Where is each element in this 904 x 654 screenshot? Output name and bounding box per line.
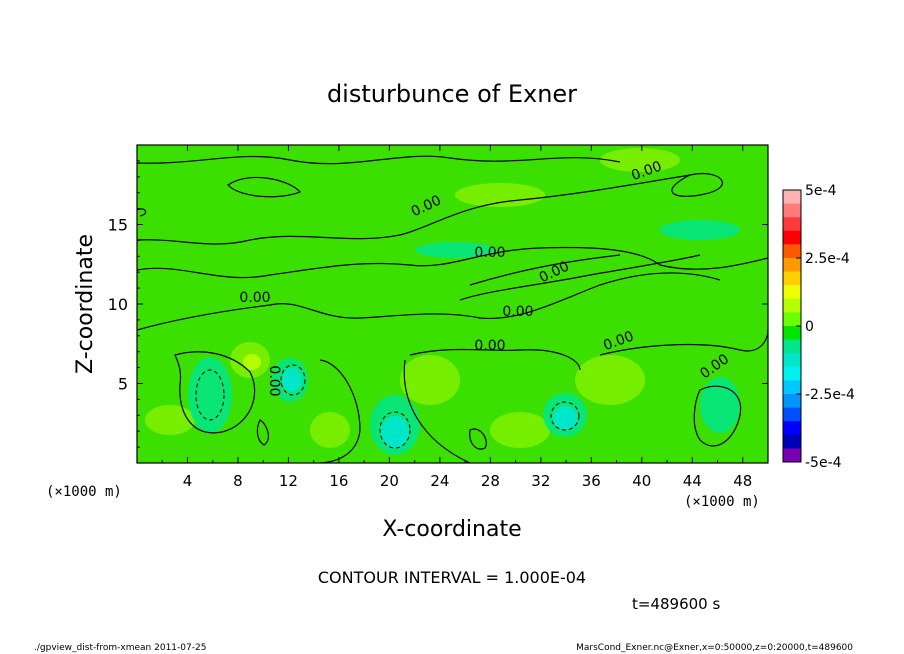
strong-negative-patches — [282, 368, 577, 448]
colorbar-tick-label: -5e-4 — [805, 455, 842, 471]
colorbar-segment — [783, 271, 801, 286]
colorbar-tick-label: 2.5e-4 — [805, 251, 850, 267]
colorbar-segment — [783, 258, 801, 273]
field-background — [137, 145, 768, 463]
positive-core — [243, 354, 261, 370]
contour-label: 0.00 — [474, 338, 505, 354]
x-tick-label: 40 — [632, 472, 651, 490]
negative-contours — [195, 364, 580, 449]
x-axis-unit-right: (×1000 m) — [684, 494, 760, 510]
x-axis-unit-left: (×1000 m) — [46, 484, 122, 500]
contour-label: 0.00 — [266, 365, 282, 396]
colorbar-tick-label: -2.5e-4 — [805, 387, 855, 403]
x-tick-label: 32 — [531, 472, 550, 490]
positive-patches — [145, 148, 680, 448]
x-tick-label: 4 — [183, 472, 193, 490]
contour-label: 0.00 — [239, 290, 270, 306]
y-axis-label: Z-coordinate — [73, 234, 98, 374]
time-label: t=489600 s — [632, 595, 720, 613]
colorbar-segment — [783, 203, 801, 218]
colorbar-segment — [783, 326, 801, 341]
colorbar-segment — [783, 190, 801, 205]
y-axis: 5 10 15 — [108, 160, 768, 448]
x-tick-label: 12 — [279, 472, 298, 490]
colorbar-segment — [783, 217, 801, 232]
colorbar-segment — [783, 298, 801, 313]
contour-lines — [137, 155, 768, 463]
x-tick-label: 8 — [233, 472, 243, 490]
x-tick-label: 48 — [733, 472, 752, 490]
footer-right: MarsCond_Exner.nc@Exner,x=0:50000,z=0:20… — [576, 643, 853, 653]
x-tick-label: 28 — [481, 472, 500, 490]
y-tick-label: 15 — [108, 216, 128, 235]
x-tick-label: 24 — [430, 472, 449, 490]
y-tick-label: 5 — [118, 375, 128, 394]
colorbar-segment — [783, 244, 801, 259]
x-axis-label: X-coordinate — [382, 517, 521, 542]
colorbar-tick-label: 5e-4 — [805, 183, 837, 199]
colorbar-segment — [783, 434, 801, 449]
colorbar-segment — [783, 448, 801, 463]
footer-left: ./gpview_dist-from-xmean 2011-07-25 — [34, 643, 206, 653]
colorbar-segment — [783, 312, 801, 327]
colorbar: 5e-4 2.5e-4 0 -2.5e-4 -5e-4 — [782, 183, 855, 471]
contour-label: 0.00 — [502, 304, 533, 320]
colorbar-tick-label: 0 — [805, 319, 814, 335]
y-tick-label: 10 — [108, 295, 128, 314]
x-tick-label: 36 — [582, 472, 601, 490]
colorbar-segment — [783, 380, 801, 395]
plot-area: 0.000.000.000.000.000.000.00 0.000.000.00 — [137, 145, 768, 463]
colorbar-segment — [783, 353, 801, 368]
x-tick-label: 44 — [683, 472, 702, 490]
colorbar-segment — [783, 394, 801, 409]
contour-label: 0.00 — [474, 245, 505, 261]
colorbar-segment — [783, 366, 801, 381]
colorbar-segment — [783, 407, 801, 422]
colorbar-segment — [783, 285, 801, 300]
chart-title: disturbunce of Exner — [327, 80, 577, 108]
colorbar-segment — [783, 230, 801, 245]
x-axis: 4 8 12 16 20 24 28 32 36 40 44 48 — [161, 145, 752, 490]
contour-interval: CONTOUR INTERVAL = 1.000E-04 — [318, 568, 586, 587]
colorbar-segment — [783, 339, 801, 354]
x-tick-label: 16 — [329, 472, 348, 490]
x-tick-label: 20 — [380, 472, 399, 490]
colorbar-segment — [783, 421, 801, 436]
